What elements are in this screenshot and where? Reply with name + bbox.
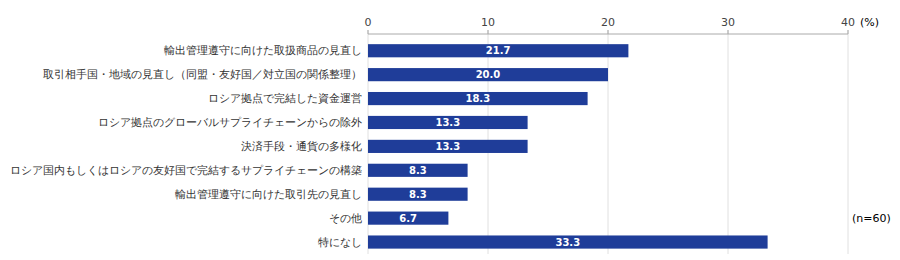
grid bbox=[368, 34, 848, 254]
category-label: ロシア国内もしくはロシアの友好国で完結するサプライチェーンの構築 bbox=[10, 164, 362, 177]
tick-mark bbox=[848, 30, 849, 34]
category-labels: 輸出管理遵守に向けた取扱商品の見直し取引相手国・地域の見直し（同盟・友好国／対立… bbox=[10, 44, 362, 248]
bar bbox=[368, 140, 528, 153]
data-label: 20.0 bbox=[476, 69, 501, 80]
data-label: 21.7 bbox=[486, 45, 511, 56]
data-label: 18.3 bbox=[465, 93, 490, 104]
tick-mark bbox=[488, 30, 489, 34]
category-label: その他 bbox=[329, 212, 362, 225]
bar bbox=[368, 188, 468, 201]
grid-line bbox=[608, 34, 609, 254]
data-labels: 21.7 20.0 18.3 13.3 13.3 8.3 8.3 6.7 33.3 bbox=[399, 45, 580, 247]
tick-label: 40 bbox=[841, 16, 855, 29]
grid-line bbox=[728, 34, 729, 254]
x-axis-line bbox=[368, 34, 848, 35]
annotation: (n=60) bbox=[852, 212, 891, 225]
bar bbox=[368, 92, 588, 105]
bar bbox=[368, 116, 528, 129]
data-label: 8.3 bbox=[409, 165, 427, 176]
category-label: 決済手段・通貨の多様化 bbox=[241, 140, 362, 153]
bar bbox=[368, 235, 768, 248]
category-label: 輸出管理遵守に向けた取引先の見直し bbox=[175, 188, 362, 201]
tick-label: 10 bbox=[481, 16, 495, 29]
category-label: 特になし bbox=[318, 236, 362, 249]
tick-mark bbox=[728, 30, 729, 34]
bar bbox=[368, 212, 448, 225]
axis-unit-label: (%) bbox=[860, 16, 879, 29]
data-label: 13.3 bbox=[435, 117, 460, 128]
tick-label: 0 bbox=[365, 16, 372, 29]
category-label: 輸出管理遵守に向けた取扱商品の見直し bbox=[164, 44, 362, 57]
data-label: 13.3 bbox=[435, 141, 460, 152]
category-label: ロシア拠点で完結した資金運営 bbox=[208, 92, 362, 105]
chart: 輸出管理遵守に向けた取扱商品の見直し取引相手国・地域の見直し（同盟・友好国／対立… bbox=[0, 0, 900, 260]
category-label: ロシア拠点のグローバルサプライチェーンからの除外 bbox=[98, 116, 362, 129]
tick-mark bbox=[608, 30, 609, 34]
data-label: 8.3 bbox=[409, 189, 427, 200]
tick-label: 20 bbox=[601, 16, 615, 29]
grid-line bbox=[848, 34, 849, 254]
bar bbox=[368, 164, 468, 177]
data-label: 6.7 bbox=[399, 213, 417, 224]
data-label: 33.3 bbox=[555, 237, 580, 248]
tick-label: 30 bbox=[721, 16, 735, 29]
bar bbox=[368, 68, 608, 81]
category-label: 取引相手国・地域の見直し（同盟・友好国／対立国の関係整理） bbox=[43, 68, 362, 81]
bar bbox=[368, 44, 628, 57]
bars bbox=[368, 44, 768, 248]
tick-mark bbox=[368, 30, 369, 34]
